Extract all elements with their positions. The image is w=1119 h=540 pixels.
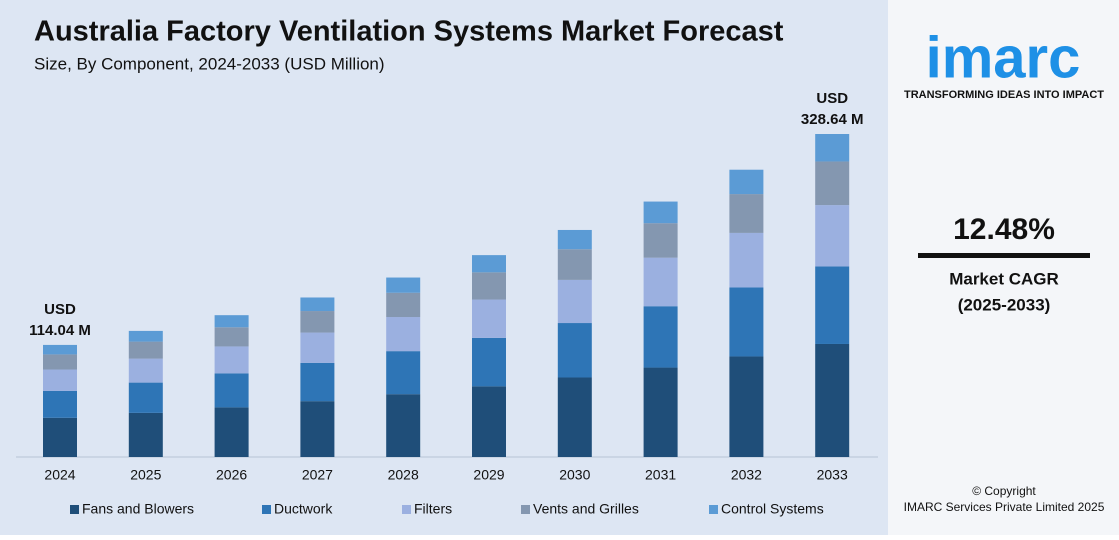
bar-segment — [557, 279, 592, 324]
bar-segment — [386, 351, 421, 395]
bar-segment — [643, 223, 678, 258]
x-tick-label: 2027 — [302, 467, 333, 483]
legend-label: Filters — [414, 501, 452, 517]
chart-title: Australia Factory Ventilation Systems Ma… — [34, 16, 784, 48]
bar-segment — [386, 317, 421, 352]
bar-segment — [729, 232, 764, 288]
bar-segment — [43, 390, 77, 418]
bar-segment — [214, 327, 249, 347]
x-tick-label: 2030 — [559, 467, 590, 483]
bar-segment — [815, 266, 850, 344]
sidebar-background — [888, 0, 1119, 535]
legend-label: Vents and Grilles — [533, 501, 639, 517]
tagline: TRANSFORMING IDEAS INTO IMPACT — [904, 89, 1104, 101]
bar-segment — [815, 343, 850, 457]
bar-segment — [386, 394, 421, 457]
bar-segment — [300, 401, 335, 457]
total-label: 114.04 M — [29, 322, 91, 339]
legend-label: Control Systems — [721, 501, 824, 517]
bar-segment — [472, 255, 506, 273]
legend-swatch — [70, 505, 79, 514]
bar-segment — [729, 194, 764, 233]
bar-segment — [43, 417, 77, 457]
bar-segment — [300, 332, 335, 363]
bar-segment — [43, 354, 77, 370]
total-label: USD — [816, 90, 848, 107]
sidebar: imarc TRANSFORMING IDEAS INTO IMPACT 12.… — [904, 25, 1105, 514]
bar-segment — [472, 272, 506, 300]
bar-segment — [128, 358, 163, 383]
cagr-label: Market CAGR — [949, 269, 1059, 288]
bar-segment — [128, 382, 163, 413]
bar-segment — [729, 169, 764, 195]
bar-segment — [214, 315, 249, 328]
bar-segment — [300, 311, 335, 333]
bar-segment — [643, 201, 678, 224]
bar-segment — [643, 257, 678, 307]
cagr-value: 12.48% — [953, 213, 1055, 246]
bar-segment — [557, 249, 592, 280]
bar-segment — [729, 356, 764, 457]
legend-label: Ductwork — [274, 501, 333, 517]
cagr-period: (2025-2033) — [958, 295, 1051, 314]
legend-swatch — [521, 505, 530, 514]
legend-swatch — [402, 505, 411, 514]
x-tick-label: 2031 — [645, 467, 676, 483]
bar-segment — [386, 277, 421, 293]
bar-segment — [214, 407, 249, 457]
logo: imarc — [926, 25, 1081, 90]
bar-segment — [557, 323, 592, 378]
bar-segment — [128, 412, 163, 457]
bar-segment — [43, 369, 77, 391]
cagr-rule — [918, 253, 1090, 258]
x-tick-label: 2024 — [44, 467, 75, 483]
bar-segment — [300, 297, 335, 312]
bar-segment — [472, 386, 506, 457]
x-tick-label: 2029 — [473, 467, 504, 483]
bar-segment — [472, 337, 506, 387]
legend-swatch — [262, 505, 271, 514]
bar-segment — [815, 205, 850, 267]
bar-segment — [815, 134, 850, 162]
legend-label: Fans and Blowers — [82, 501, 194, 517]
bar-segment — [128, 341, 163, 359]
chart-subtitle: Size, By Component, 2024-2033 (USD Milli… — [34, 54, 385, 73]
bar-segment — [300, 362, 335, 402]
bar-segment — [43, 344, 77, 355]
bar-segment — [815, 161, 850, 206]
bar-segment — [557, 229, 592, 250]
bar-segment — [214, 373, 249, 408]
total-label: 328.64 M — [801, 111, 864, 128]
total-label: USD — [44, 301, 76, 318]
copyright: © Copyright — [972, 484, 1036, 498]
company: IMARC Services Private Limited 2025 — [904, 500, 1105, 514]
bar-segment — [729, 287, 764, 357]
bar-segment — [472, 299, 506, 338]
bar-segment — [386, 292, 421, 318]
bar-segment — [557, 377, 592, 457]
x-tick-label: 2026 — [216, 467, 247, 483]
x-tick-label: 2033 — [817, 467, 848, 483]
legend-swatch — [709, 505, 718, 514]
x-tick-label: 2028 — [388, 467, 419, 483]
x-tick-label: 2032 — [731, 467, 762, 483]
x-tick-label: 2025 — [130, 467, 161, 483]
bar-segment — [128, 330, 163, 342]
bar-segment — [643, 367, 678, 457]
bar-segment — [643, 306, 678, 368]
bar-segment — [214, 346, 249, 374]
